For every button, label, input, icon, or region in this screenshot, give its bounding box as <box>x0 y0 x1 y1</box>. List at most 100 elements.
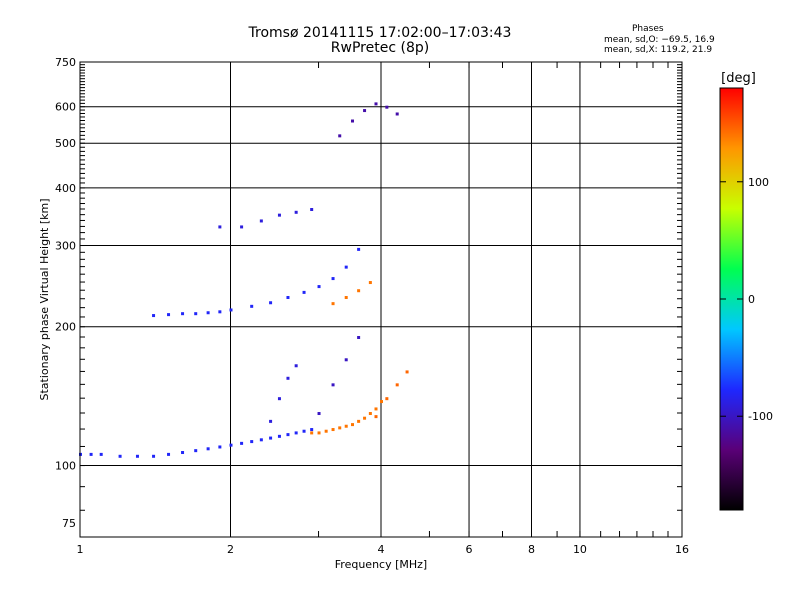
y-tick-label: 75 <box>62 517 76 530</box>
data-point <box>395 112 399 116</box>
data-point <box>302 429 306 433</box>
data-point <box>331 428 335 432</box>
data-point <box>368 412 372 416</box>
phase-stats-x: mean, sd,X: 119.2, 21.9 <box>604 45 713 55</box>
data-point <box>357 336 361 340</box>
data-point <box>363 416 367 420</box>
x-tick-label: 16 <box>675 543 689 556</box>
data-point <box>344 358 348 362</box>
data-point <box>277 397 281 401</box>
data-point <box>374 415 378 419</box>
data-point <box>310 428 314 432</box>
data-point <box>240 225 244 229</box>
data-point <box>152 454 156 458</box>
data-point <box>294 210 298 214</box>
data-point <box>357 247 361 251</box>
data-point <box>344 265 348 269</box>
data-point <box>380 400 383 404</box>
data-point <box>206 311 210 315</box>
data-point <box>135 454 139 458</box>
y-axis-label: Stationary phase Virtual Height [km] <box>38 198 51 400</box>
data-point <box>338 426 342 430</box>
data-point <box>269 419 273 423</box>
colorbar-tick-label: 100 <box>748 176 769 189</box>
data-point <box>310 431 314 435</box>
data-point <box>351 423 355 427</box>
data-point <box>368 281 372 285</box>
x-axis-label: Frequency [MHz] <box>335 558 427 571</box>
y-tick-label: 750 <box>55 56 76 69</box>
data-point <box>317 431 321 435</box>
data-point <box>269 301 273 305</box>
data-point <box>259 219 263 223</box>
data-point <box>194 312 198 316</box>
x-tick-label: 4 <box>378 543 385 556</box>
data-point <box>351 119 355 123</box>
chart-title: Tromsø 20141115 17:02:00–17:03:43 <box>248 25 512 41</box>
data-point <box>181 312 185 316</box>
data-point <box>374 407 378 411</box>
data-point <box>317 285 321 289</box>
data-point <box>240 441 244 445</box>
data-point <box>269 436 273 440</box>
data-point <box>385 397 389 401</box>
data-point <box>277 434 281 438</box>
data-point <box>357 289 361 293</box>
data-point <box>99 452 103 456</box>
data-point <box>218 225 222 229</box>
data-point <box>286 296 290 300</box>
data-point <box>250 440 254 444</box>
data-point <box>229 308 233 312</box>
data-point <box>286 433 290 437</box>
data-point <box>331 302 335 306</box>
data-point <box>152 314 156 318</box>
colorbar: 100 0 -100 [deg] <box>719 71 773 511</box>
grid-lines <box>80 62 682 537</box>
data-point <box>310 208 314 212</box>
data-point <box>344 296 348 300</box>
data-point <box>167 313 171 317</box>
colorbar-unit-label: [deg] <box>721 71 756 86</box>
x-tick-label: 1 <box>77 543 84 556</box>
data-point <box>338 134 342 138</box>
data-point <box>395 383 399 387</box>
data-point <box>286 376 290 380</box>
data-points <box>79 102 409 458</box>
data-point <box>405 370 409 374</box>
axis-ticks <box>79 62 683 537</box>
data-point <box>194 449 198 453</box>
data-point <box>331 383 335 387</box>
data-point <box>357 419 361 423</box>
data-point <box>324 429 328 433</box>
x-tick-label: 2 <box>227 543 234 556</box>
data-point <box>206 447 210 451</box>
data-point <box>118 454 122 458</box>
data-point <box>374 102 378 106</box>
y-tick-label: 500 <box>55 137 76 150</box>
data-point <box>89 452 93 456</box>
y-tick-label: 300 <box>55 240 76 253</box>
data-point <box>250 304 254 308</box>
data-point <box>218 445 222 449</box>
data-point <box>218 310 222 314</box>
phase-stats-heading: Phases <box>632 24 664 34</box>
y-tick-label: 600 <box>55 101 76 114</box>
phase-stats-o: mean, sd,O: −69.5, 16.9 <box>604 35 715 45</box>
data-point <box>181 451 185 455</box>
data-point <box>277 213 281 217</box>
data-point <box>294 431 298 435</box>
data-point <box>363 109 367 113</box>
x-tick-label: 8 <box>528 543 535 556</box>
x-tick-labels: 1 2 4 6 8 10 16 <box>77 543 690 556</box>
data-point <box>229 443 233 447</box>
data-point <box>385 105 389 109</box>
data-point <box>259 438 263 442</box>
x-tick-label: 6 <box>466 543 473 556</box>
data-point <box>344 424 348 428</box>
colorbar-ticks: 100 0 -100 <box>720 176 773 423</box>
data-point <box>167 452 171 456</box>
data-point <box>302 290 306 294</box>
colorbar-tick-label: 0 <box>748 293 755 306</box>
data-point <box>331 277 335 281</box>
